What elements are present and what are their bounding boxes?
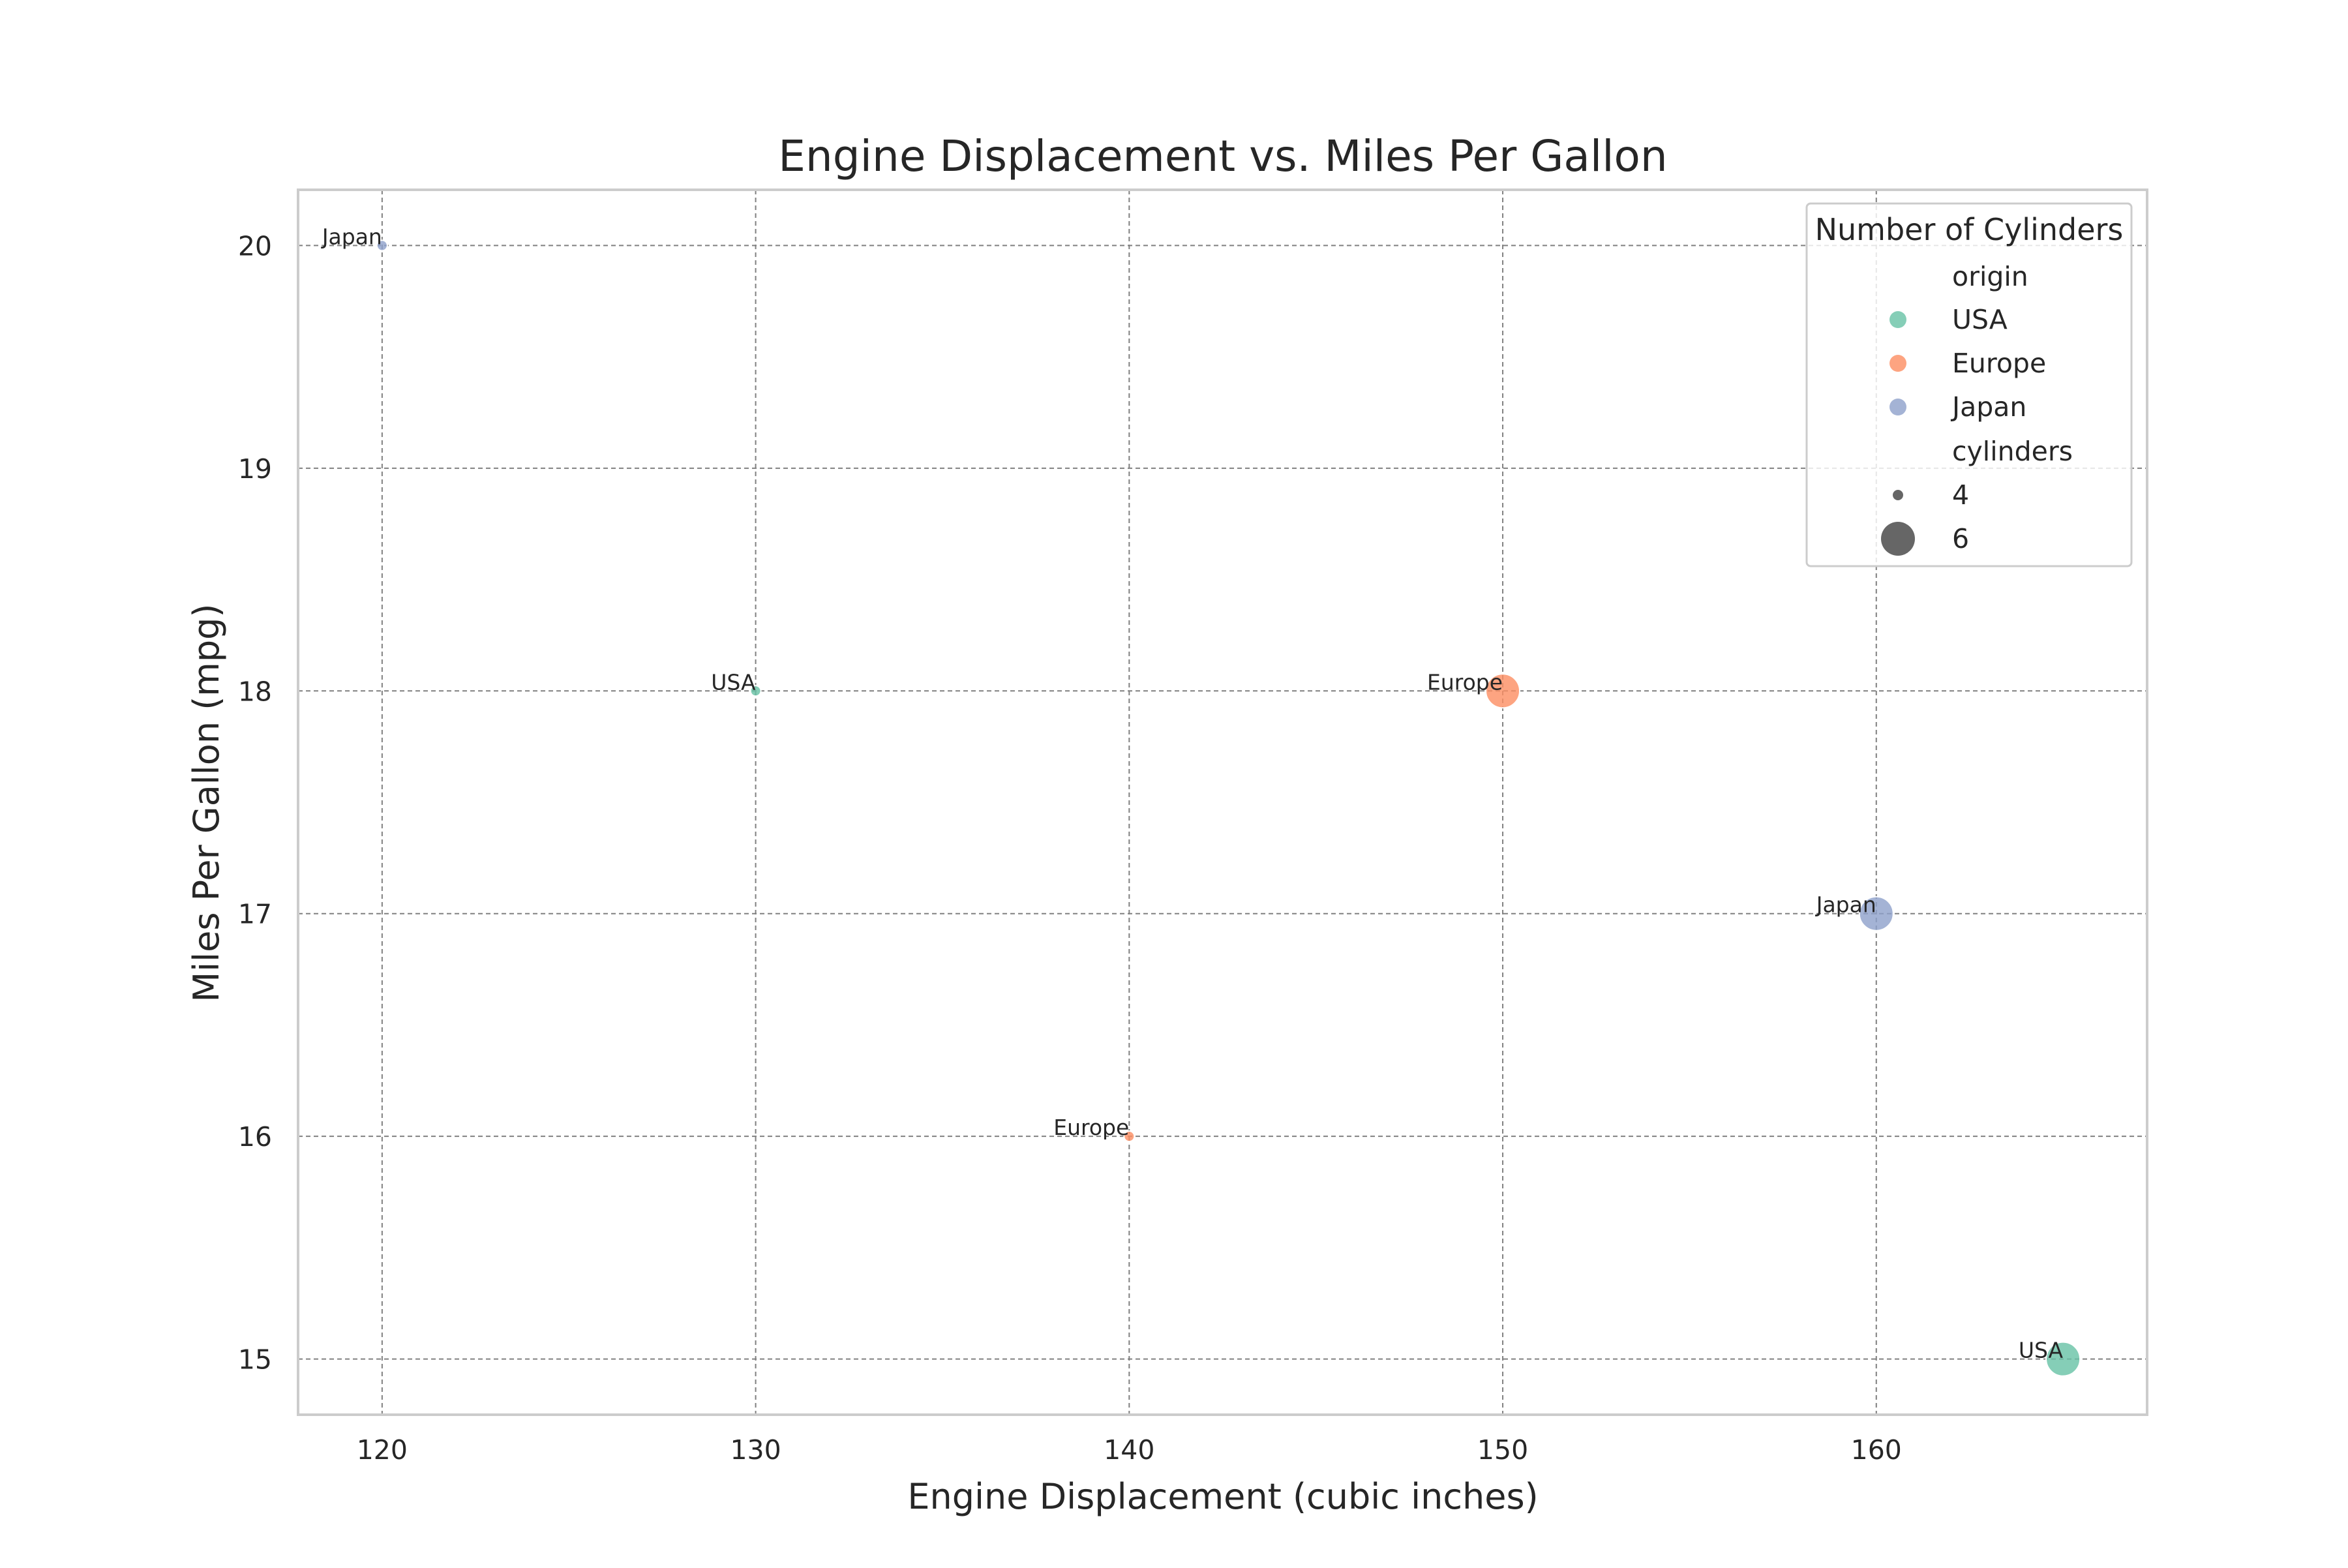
scatter-point [2045, 1341, 2081, 1377]
y-tick-label: 17 [238, 899, 272, 930]
legend-hue-title: origin [1952, 261, 2028, 292]
y-axis-label: Miles Per Gallon (mpg) [186, 603, 227, 1002]
point-label: USA [711, 669, 756, 695]
point-labels: Japan USA Europe Europe Japan USA [321, 224, 2064, 1363]
legend-marker [1889, 355, 1906, 372]
point-label: Europe [1053, 1115, 1129, 1140]
legend-label: 4 [1952, 479, 1969, 511]
legend-box [1805, 202, 2133, 567]
scatter-point [1485, 673, 1521, 709]
scatter-point [749, 685, 762, 697]
y-tick-label: 18 [238, 676, 272, 707]
grid-lines [298, 190, 2147, 1415]
chart-title: Engine Displacement vs. Miles Per Gallon [778, 131, 1668, 181]
x-tick-label: 160 [1851, 1434, 1902, 1466]
point-label: Japan [321, 224, 382, 249]
legend-label: Japan [1950, 391, 2026, 423]
x-tick-label: 120 [357, 1434, 408, 1466]
legend-marker [1889, 311, 1906, 328]
point-label: Europe [1427, 669, 1503, 695]
point-label: USA [2019, 1338, 2064, 1363]
y-tick-label: 19 [238, 453, 272, 485]
point-label: Japan [1815, 892, 1876, 918]
legend: Number of Cylinders origin USA Europe Japa… [1805, 202, 2133, 567]
legend-hue-items: USA Europe Japan [1889, 304, 2046, 423]
legend-size-title: cylinders [1952, 436, 2073, 467]
y-tick-label: 15 [238, 1344, 272, 1376]
y-tick-label: 20 [238, 230, 272, 262]
legend-marker [1889, 399, 1906, 415]
scatter-point [376, 239, 388, 252]
legend-title: Number of Cylinders [1815, 212, 2124, 247]
x-tick-label: 140 [1104, 1434, 1154, 1466]
x-tick-label: 130 [730, 1434, 781, 1466]
scatter-point [1123, 1130, 1136, 1143]
legend-label: 6 [1952, 523, 1969, 554]
legend-size-marker [1881, 522, 1915, 556]
data-points [376, 239, 2081, 1377]
x-tick-label: 150 [1477, 1434, 1528, 1466]
tick-labels: 120 130 140 150 160 15 16 17 18 19 20 [238, 230, 1902, 1466]
y-tick-label: 16 [238, 1121, 272, 1153]
x-axis-label: Engine Displacement (cubic inches) [907, 1476, 1538, 1517]
legend-label: Europe [1952, 348, 2046, 379]
legend-size-items: 46 [1881, 479, 1969, 556]
scatter-point [1858, 896, 1894, 931]
legend-size-marker [1893, 490, 1903, 500]
legend-label: USA [1952, 304, 2008, 335]
plot-frame [297, 188, 2148, 1416]
